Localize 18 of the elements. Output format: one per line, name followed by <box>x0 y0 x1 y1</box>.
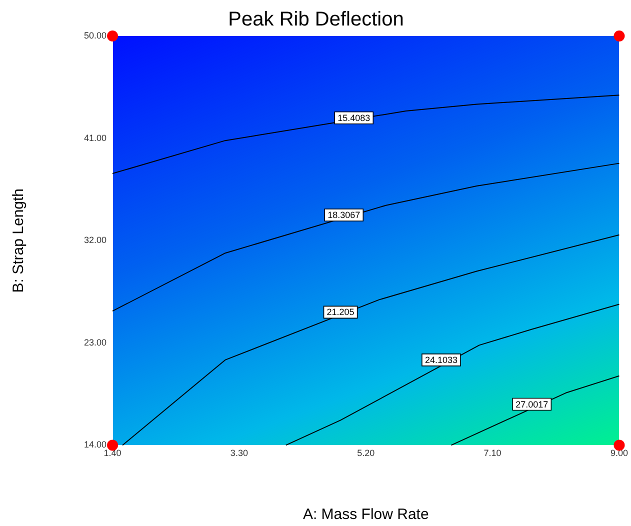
x-tick-label: 1.40 <box>104 448 122 458</box>
x-tick-label: 7.10 <box>484 448 502 458</box>
x-tick-label: 3.30 <box>230 448 248 458</box>
annotation: 18.3067 <box>328 210 360 220</box>
x-axis-title: A: Mass Flow Rate <box>302 506 429 524</box>
annotation: 24.1033 <box>424 354 458 365</box>
x-tick-label: 9.00 <box>610 448 628 458</box>
y-tick-label: 23.00 <box>84 337 107 348</box>
annotation: 27.0017 <box>516 399 548 410</box>
annotation: 21.205 <box>326 307 354 318</box>
x-tick-label: 5.20 <box>357 448 375 458</box>
y-tick-label: 32.00 <box>84 235 107 246</box>
y-tick-label: 14.00 <box>84 440 107 450</box>
y-axis-title: B: Strap Length <box>10 188 28 293</box>
annotation: 15.4083 <box>338 112 370 123</box>
y-tick-label: 41.00 <box>84 132 107 143</box>
y-tick-label: 50.00 <box>84 30 107 40</box>
chart-title: Peak Rib Deflection <box>228 8 404 31</box>
